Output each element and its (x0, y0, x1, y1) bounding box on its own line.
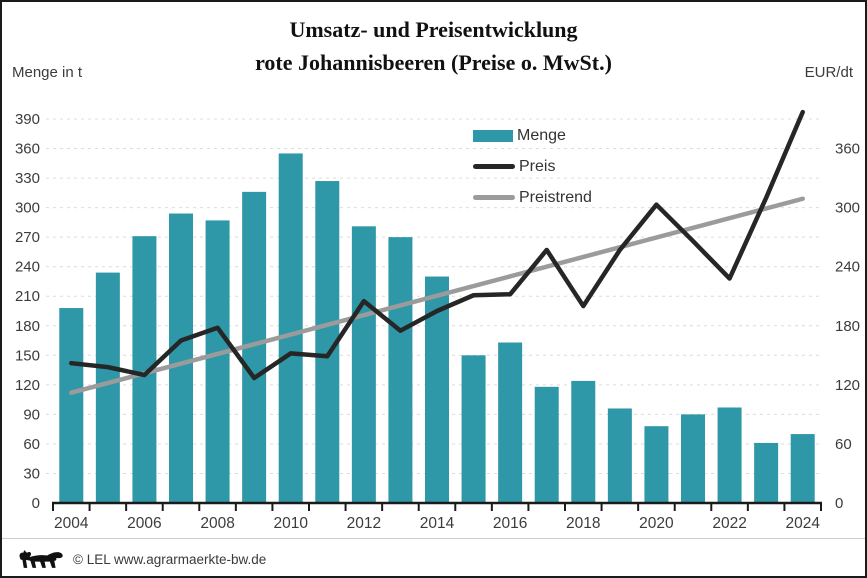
footer-divider (2, 538, 865, 539)
x-axis-label: 2012 (347, 515, 381, 532)
x-axis-label: 2016 (493, 515, 527, 532)
legend-item-menge[interactable]: Menge (473, 120, 592, 151)
bar-2013 (388, 237, 413, 503)
x-axis-label: 2006 (127, 515, 161, 532)
chart-title-line1: Umsatz- und Preisentwicklung (289, 17, 578, 42)
x-axis-label: 2020 (639, 515, 674, 532)
chart-title-line2: rote Johannisbeeren (Preise o. MwSt.) (255, 50, 612, 75)
bar-2007 (169, 213, 193, 503)
bar-2023 (754, 442, 779, 503)
bar-2005 (95, 272, 120, 503)
y-axis-left-label: 390 (15, 111, 40, 128)
bar-2020 (644, 426, 669, 503)
bar-2010 (278, 153, 303, 503)
x-axis-label: 2024 (785, 515, 820, 532)
y-axis-right-label: 60 (835, 436, 852, 453)
bar-2021 (681, 414, 705, 503)
legend-label: Preis (519, 157, 556, 175)
chart-legend: Menge Preis Preistrend (473, 120, 592, 213)
x-axis-label: 2010 (273, 515, 308, 532)
footer: © LEL www.agrarmaerkte-bw.de (18, 545, 266, 573)
y-axis-right-label: 0 (835, 495, 843, 512)
legend-label: Preistrend (519, 188, 592, 206)
menge-swatch-icon (473, 129, 513, 142)
y-axis-left-label: 270 (15, 229, 40, 246)
y-axis-right-label: 120 (835, 377, 860, 394)
y-axis-right-label: 300 (835, 200, 860, 217)
y-axis-right-label: 360 (835, 141, 860, 158)
legend-item-preistrend[interactable]: Preistrend (473, 182, 592, 213)
preis-line (69, 109, 805, 381)
y-axis-left-label: 120 (15, 377, 40, 394)
preis-swatch-icon (473, 164, 515, 169)
right-axis-unit-label: EUR/dt (804, 64, 853, 81)
bar-2019 (607, 408, 632, 503)
x-axis-label: 2022 (712, 515, 746, 532)
y-axis-left-label: 90 (23, 406, 40, 423)
bar-2015 (461, 355, 486, 503)
y-axis-left-label: 330 (15, 170, 40, 187)
bar-2012 (351, 226, 376, 504)
bar-2008 (205, 220, 230, 503)
bar-2018 (571, 380, 596, 503)
x-axis-label: 2004 (54, 515, 89, 532)
bar-2017 (534, 386, 559, 503)
bar-2022 (717, 407, 742, 503)
left-axis-unit-label: Menge in t (12, 64, 83, 81)
y-axis-left-label: 360 (15, 141, 40, 158)
y-axis-left-label: 150 (15, 347, 40, 364)
y-axis-left-label: 180 (15, 318, 40, 335)
bar-2004 (59, 308, 84, 503)
y-axis-right-label: 240 (835, 259, 860, 276)
legend-item-preis[interactable]: Preis (473, 151, 592, 182)
footer-credit-text: © LEL www.agrarmaerkte-bw.de (73, 551, 267, 567)
y-axis-left-label: 30 (23, 465, 40, 482)
y-axis-left-label: 240 (15, 259, 40, 276)
bar-2024 (790, 434, 815, 503)
x-axis-label: 2008 (200, 515, 234, 532)
legend-label: Menge (517, 126, 566, 144)
y-axis-right-label: 180 (835, 318, 860, 335)
preistrend-swatch-icon (473, 195, 515, 200)
y-axis-left-label: 60 (23, 436, 40, 453)
y-axis-left-label: 300 (15, 200, 40, 217)
lion-logo-icon (19, 550, 63, 568)
x-axis-label: 2018 (566, 515, 600, 532)
x-axis-label: 2014 (420, 515, 455, 532)
y-axis-left-label: 0 (32, 495, 40, 512)
y-axis-left-label: 210 (15, 288, 40, 305)
chart-title: Umsatz- und Preisentwicklung rote Johann… (2, 13, 865, 79)
bar-2016 (498, 342, 523, 503)
